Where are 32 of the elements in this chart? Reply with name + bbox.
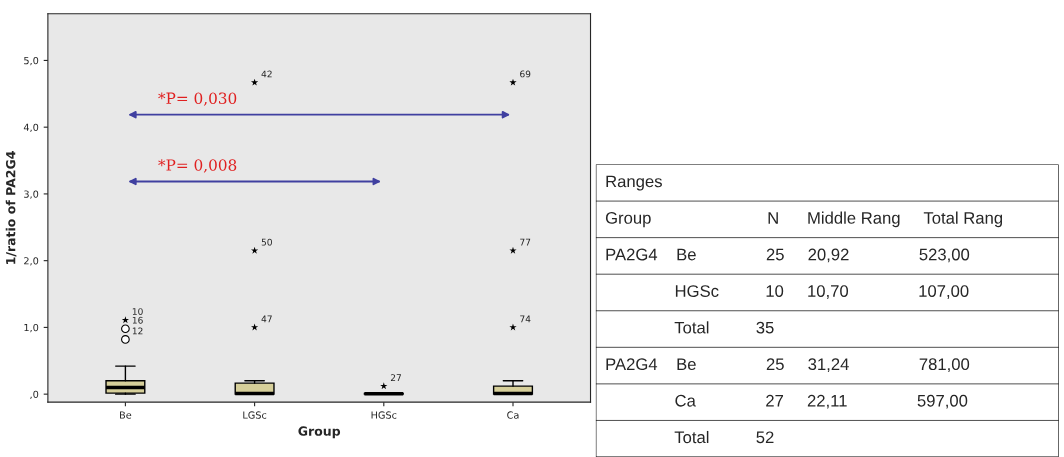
y-tick-label: 3,0 <box>24 190 39 199</box>
text: Ranges <box>606 175 662 191</box>
annotation: 27 <box>390 374 401 381</box>
text: Ca 27 22,11 597,00 <box>675 394 968 409</box>
x-tick-label: Be <box>120 411 132 419</box>
x-tick-label: Ca <box>507 411 519 419</box>
text: Total 35 <box>674 321 774 334</box>
y-tick-label: 2,0 <box>24 257 39 266</box>
annotation: 16 <box>132 316 143 324</box>
annotation: 74 <box>520 315 531 323</box>
x-tick-label: HGSc <box>371 411 397 419</box>
annotation: 10 <box>132 308 143 315</box>
annotation: *P= 0,008 <box>158 159 237 173</box>
y-tick-label: ,0 <box>30 390 39 399</box>
annotation: *P= 0,030 <box>158 92 237 106</box>
annotation: 47 <box>261 315 272 323</box>
text: PA2G4 Be 25 31,24 781,00 <box>606 358 970 373</box>
annotation: 77 <box>520 238 531 246</box>
x-axis-title: Group <box>298 426 341 439</box>
y-tick-label: 5,0 <box>24 56 39 66</box>
y-tick-label: 4,0 <box>23 123 39 132</box>
text: PA2G4 Be 25 20,92 523,00 <box>606 248 970 263</box>
text: HGSc 10 10,70 107,00 <box>675 285 969 299</box>
annotation: 42 <box>261 70 272 78</box>
text: Total 52 <box>674 430 774 444</box>
y-axis-title: 1/ratio of PA2G4 <box>5 151 17 264</box>
annotation: 12 <box>132 327 143 335</box>
text: Group N Middle Rang Total Rang <box>605 211 1003 228</box>
x-tick-label: LGSc <box>243 411 267 419</box>
annotation: 50 <box>261 238 272 246</box>
y-tick-label: 1,0 <box>24 323 39 333</box>
annotation: 69 <box>520 70 531 78</box>
